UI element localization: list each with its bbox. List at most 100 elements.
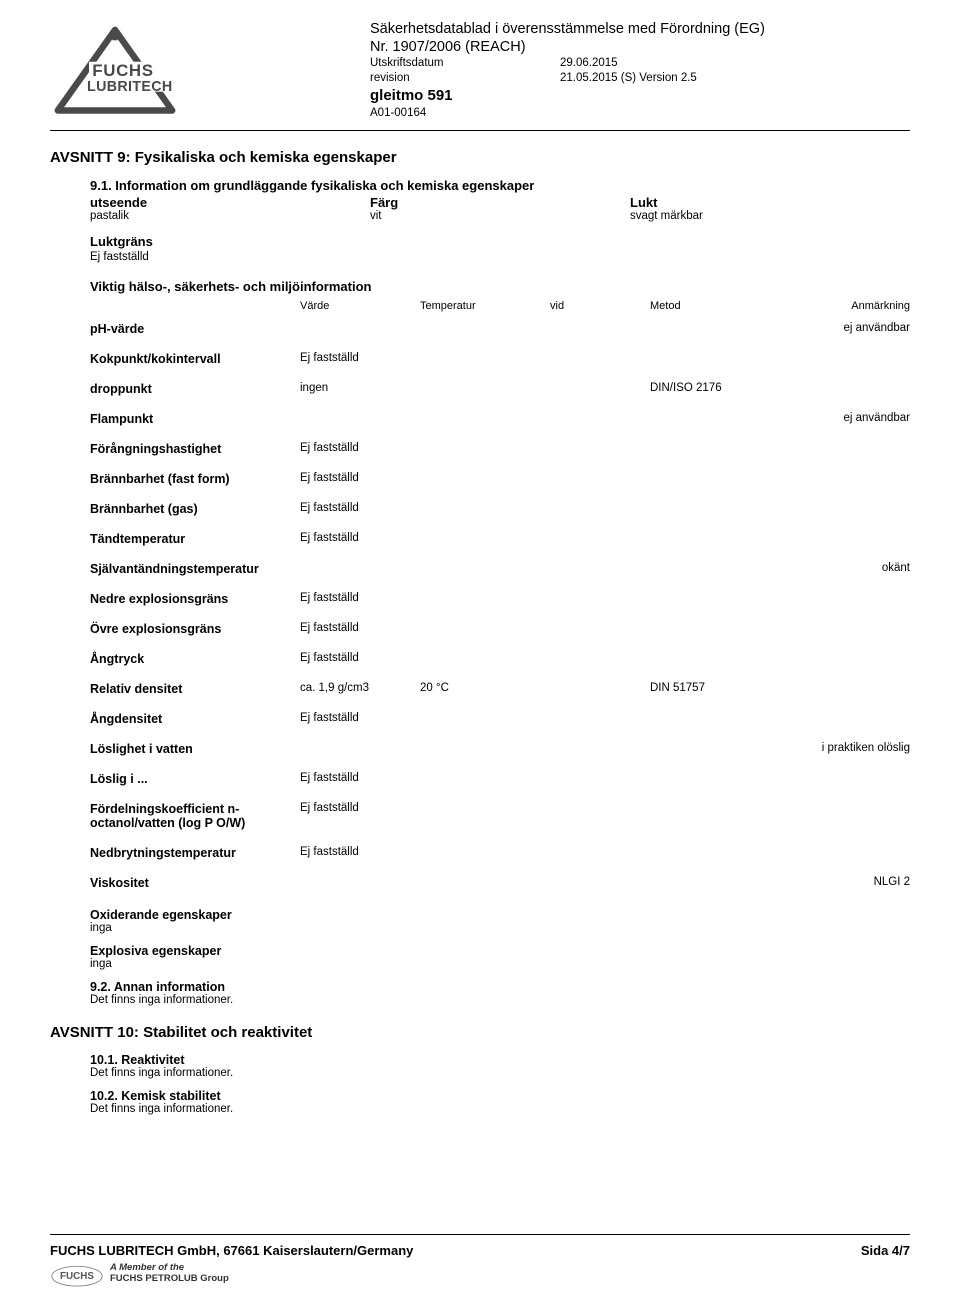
doc-title-line2: Nr. 1907/2006 (REACH) bbox=[370, 38, 910, 56]
product-name: gleitmo 591 bbox=[370, 87, 910, 106]
section-10-2-heading: 10.2. Kemisk stabilitet bbox=[90, 1089, 910, 1103]
property-row: Självantändningstemperatur okänt bbox=[90, 554, 910, 584]
property-name: Löslighet i vatten bbox=[90, 742, 300, 756]
property-value: Ej fastställd bbox=[300, 502, 420, 514]
section-9-heading: AVSNITT 9: Fysikaliska och kemiska egens… bbox=[50, 149, 910, 166]
property-row: Brännbarhet (fast form)Ej fastställd bbox=[90, 464, 910, 494]
property-row: Övre explosionsgränsEj fastställd bbox=[90, 614, 910, 644]
property-remark: i praktiken olöslig bbox=[780, 742, 910, 754]
property-name: Löslig i ... bbox=[90, 772, 300, 786]
property-name: Tändtemperatur bbox=[90, 532, 300, 546]
odor-threshold-value: Ej fastställd bbox=[90, 251, 910, 263]
footer-member-line1: A Member of the bbox=[110, 1263, 229, 1273]
col-anmarkning: Anmärkning bbox=[780, 300, 910, 312]
document-header: FUCHS LUBRITECH Säkerhetsdatablad i över… bbox=[50, 20, 910, 122]
oxidizing-label: Oxiderande egenskaper bbox=[90, 908, 910, 922]
property-value: Ej fastställd bbox=[300, 652, 420, 664]
property-row: Löslighet i vatten i praktiken olöslig bbox=[90, 734, 910, 764]
property-name: Ångtryck bbox=[90, 652, 300, 666]
property-row: TändtemperaturEj fastställd bbox=[90, 524, 910, 554]
property-row: pH-värde ej användbar bbox=[90, 314, 910, 344]
explosive-value: inga bbox=[90, 958, 910, 970]
property-value: Ej fastställd bbox=[300, 802, 420, 814]
property-name: Förångningshastighet bbox=[90, 442, 300, 456]
property-row: Löslig i ...Ej fastställd bbox=[90, 764, 910, 794]
property-row: Flampunkt ej användbar bbox=[90, 404, 910, 434]
odor-threshold-label: Luktgräns bbox=[90, 234, 910, 249]
appearance-value: pastalik bbox=[90, 210, 370, 222]
property-remark: NLGI 2 bbox=[780, 876, 910, 888]
section-10-heading: AVSNITT 10: Stabilitet och reaktivitet bbox=[50, 1024, 910, 1041]
property-name: Nedre explosionsgräns bbox=[90, 592, 300, 606]
print-date-value: 29.06.2015 bbox=[560, 56, 618, 70]
property-name: droppunkt bbox=[90, 382, 300, 396]
property-remark: ej användbar bbox=[780, 322, 910, 334]
property-row: Viskositet NLGI 2 bbox=[90, 868, 910, 898]
logo-line2: LUBRITECH bbox=[87, 79, 172, 95]
property-value: Ej fastställd bbox=[300, 712, 420, 724]
explosive-label: Explosiva egenskaper bbox=[90, 944, 910, 958]
footer-logo-word: FUCHS bbox=[60, 1271, 94, 1282]
fuchs-lubritech-logo: FUCHS LUBRITECH bbox=[50, 26, 190, 122]
property-value: Ej fastställd bbox=[300, 592, 420, 604]
property-name: Övre explosionsgräns bbox=[90, 622, 300, 636]
property-name: Relativ densitet bbox=[90, 682, 300, 696]
product-code: A01-00164 bbox=[370, 106, 910, 120]
property-row: droppunktingen DIN/ISO 2176 bbox=[90, 374, 910, 404]
property-name: Fördelningskoefficient n-octanol/vatten … bbox=[90, 802, 300, 830]
property-name: Brännbarhet (gas) bbox=[90, 502, 300, 516]
property-row: Relativ densitetca. 1,9 g/cm320 °C DIN 51… bbox=[90, 674, 910, 704]
revision-value: 21.05.2015 (S) Version 2.5 bbox=[560, 71, 697, 85]
property-row: FörångningshastighetEj fastställd bbox=[90, 434, 910, 464]
header-divider bbox=[50, 130, 910, 131]
property-remark: okänt bbox=[780, 562, 910, 574]
property-value: Ej fastställd bbox=[300, 442, 420, 454]
footer-member-line2: FUCHS PETROLUB Group bbox=[110, 1274, 229, 1284]
doc-title-line1: Säkerhetsdatablad i överensstämmelse med… bbox=[370, 20, 910, 38]
section-9-2-heading: 9.2. Annan information bbox=[90, 980, 910, 994]
section-10-1-text: Det finns inga informationer. bbox=[90, 1067, 910, 1079]
odor-value: svagt märkbar bbox=[630, 210, 910, 222]
section-10-2-text: Det finns inga informationer. bbox=[90, 1103, 910, 1115]
col-metod: Metod bbox=[650, 300, 780, 312]
property-value: Ej fastställd bbox=[300, 846, 420, 858]
color-label: Färg bbox=[370, 195, 630, 210]
print-date-label: Utskriftsdatum bbox=[370, 56, 560, 70]
property-method: DIN/ISO 2176 bbox=[650, 382, 780, 394]
property-name: Självantändningstemperatur bbox=[90, 562, 300, 576]
oxidizing-value: inga bbox=[90, 922, 910, 934]
property-row: NedbrytningstemperaturEj fastställd bbox=[90, 838, 910, 868]
property-method: DIN 51757 bbox=[650, 682, 780, 694]
revision-label: revision bbox=[370, 71, 560, 85]
property-remark: ej användbar bbox=[780, 412, 910, 424]
section-9-2-text: Det finns inga informationer. bbox=[90, 994, 910, 1006]
section-10-1-heading: 10.1. Reaktivitet bbox=[90, 1053, 910, 1067]
property-row: ÅngdensitetEj fastställd bbox=[90, 704, 910, 734]
property-row: Nedre explosionsgränsEj fastställd bbox=[90, 584, 910, 614]
col-temperatur: Temperatur bbox=[420, 300, 550, 312]
property-value: ca. 1,9 g/cm3 bbox=[300, 682, 420, 694]
property-temperature: 20 °C bbox=[420, 682, 550, 694]
appearance-label: utseende bbox=[90, 195, 370, 210]
property-value: ingen bbox=[300, 382, 420, 394]
property-row: Kokpunkt/kokintervallEj fastställd bbox=[90, 344, 910, 374]
color-value: vit bbox=[370, 210, 630, 222]
page-footer: FUCHS LUBRITECH GmbH, 67661 Kaiserslaute… bbox=[50, 1234, 910, 1287]
property-value: Ej fastställd bbox=[300, 772, 420, 784]
property-value: Ej fastställd bbox=[300, 472, 420, 484]
property-name: Brännbarhet (fast form) bbox=[90, 472, 300, 486]
property-value: Ej fastställd bbox=[300, 622, 420, 634]
footer-logo-block: FUCHS A Member of the FUCHS PETROLUB Gro… bbox=[50, 1260, 910, 1287]
property-value: Ej fastställd bbox=[300, 352, 420, 364]
col-vid: vid bbox=[550, 300, 650, 312]
property-row: Brännbarhet (gas)Ej fastställd bbox=[90, 494, 910, 524]
footer-page-number: Sida 4/7 bbox=[861, 1243, 910, 1258]
property-name: Kokpunkt/kokintervall bbox=[90, 352, 300, 366]
property-value: Ej fastställd bbox=[300, 532, 420, 544]
footer-company: FUCHS LUBRITECH GmbH, 67661 Kaiserslaute… bbox=[50, 1243, 413, 1258]
property-name: pH-värde bbox=[90, 322, 300, 336]
property-name: Nedbrytningstemperatur bbox=[90, 846, 300, 860]
property-name: Flampunkt bbox=[90, 412, 300, 426]
property-name: Viskositet bbox=[90, 876, 300, 890]
col-varde: Värde bbox=[300, 300, 420, 312]
